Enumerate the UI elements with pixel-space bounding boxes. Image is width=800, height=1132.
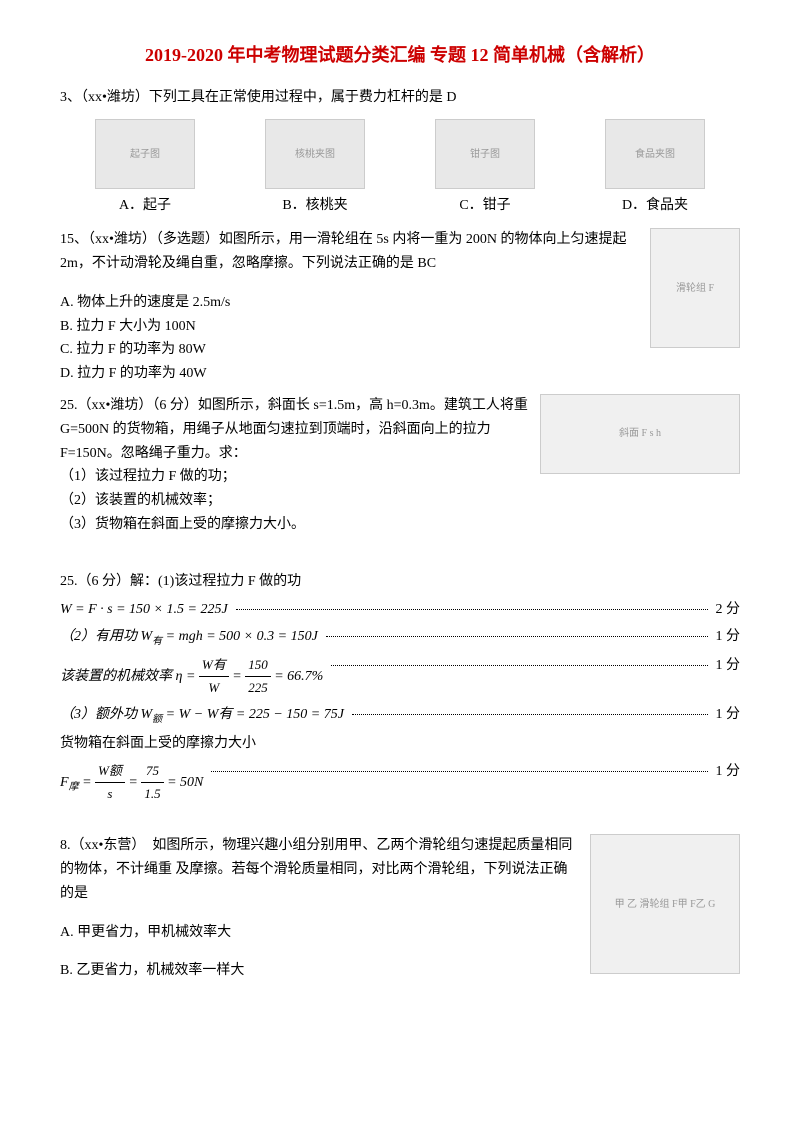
question-25: 斜面 F s h 25.（xx•潍坊）（6 分）如图所示，斜面长 s=1.5m，… <box>60 394 740 537</box>
a25-score5: 1 分 <box>716 760 741 805</box>
q3-images: 起子图 A．起子 核桃夹图 B．核桃夹 钳子图 C．钳子 食品夹图 D．食品夹 <box>60 119 740 218</box>
a25-header: 25.（6 分）解：(1)该过程拉力 F 做的功 <box>60 570 740 594</box>
q3-label-c: C．钳子 <box>435 194 535 218</box>
dots-icon <box>236 598 708 610</box>
pliers-image: 钳子图 <box>435 119 535 189</box>
q15-option-d: D. 拉力 F 的功率为 40W <box>60 362 740 386</box>
a25-score1: 2 分 <box>716 598 741 622</box>
q3-option-a: 起子图 A．起子 <box>95 119 195 218</box>
pulley-diagram: 滑轮组 F <box>650 228 740 348</box>
q15-option-a: A. 物体上升的速度是 2.5m/s <box>60 291 740 315</box>
a25-line1: W = F · s = 150 × 1.5 = 225J 2 分 <box>60 598 740 622</box>
q15-option-b: B. 拉力 F 大小为 100N <box>60 315 740 339</box>
q25-sub3: （3）货物箱在斜面上受的摩擦力大小。 <box>60 513 740 537</box>
a25-score4: 1 分 <box>716 703 741 728</box>
q3-option-d: 食品夹图 D．食品夹 <box>605 119 705 218</box>
question-15: 滑轮组 F 15、（xx•潍坊）（多选题）如图所示，用一滑轮组在 5s 内将一重… <box>60 228 740 386</box>
a25-formula1: W = F · s = 150 × 1.5 = 225J <box>60 598 228 622</box>
a25-formula3: 该装置的机械效率 η = W有W = 150225 = 66.7% <box>60 654 323 699</box>
a25-formula2: （2）有用功 W有 = mgh = 500 × 0.3 = 150J <box>60 625 318 650</box>
dots-icon <box>211 760 707 772</box>
q3-header: 3、（xx•潍坊）下列工具在正常使用过程中，属于费力杠杆的是 D <box>60 90 457 105</box>
question-8: 甲 乙 滑轮组 F甲 F乙 G 8.（xx•东营） 如图所示，物理兴趣小组分别用… <box>60 834 740 983</box>
a25-formula4: （3）额外功 W额 = W − W有 = 225 − 150 = 75J <box>60 703 344 728</box>
dots-icon <box>331 654 707 666</box>
q3-label-d: D．食品夹 <box>605 194 705 218</box>
bottle-opener-image: 起子图 <box>95 119 195 189</box>
a25-score2: 1 分 <box>716 625 741 650</box>
q3-label-a: A．起子 <box>95 194 195 218</box>
question-3: 3、（xx•潍坊）下列工具在正常使用过程中，属于费力杠杆的是 D <box>60 86 740 110</box>
page-title: 2019-2020 年中考物理试题分类汇编 专题 12 简单机械（含解析） <box>60 40 740 71</box>
dual-pulley-diagram: 甲 乙 滑轮组 F甲 F乙 G <box>590 834 740 974</box>
a25-line4: （3）额外功 W额 = W − W有 = 225 − 150 = 75J 1 分 <box>60 703 740 728</box>
food-tongs-image: 食品夹图 <box>605 119 705 189</box>
incline-diagram: 斜面 F s h <box>540 394 740 474</box>
nutcracker-image: 核桃夹图 <box>265 119 365 189</box>
dots-icon <box>352 703 708 715</box>
a25-line5: 货物箱在斜面上受的摩擦力大小 <box>60 732 740 756</box>
q3-option-c: 钳子图 C．钳子 <box>435 119 535 218</box>
q25-sub2: （2）该装置的机械效率； <box>60 489 740 513</box>
answer-25: 25.（6 分）解：(1)该过程拉力 F 做的功 W = F · s = 150… <box>60 570 740 805</box>
a25-formula6: F摩 = W额s = 751.5 = 50N <box>60 760 203 805</box>
a25-line2: （2）有用功 W有 = mgh = 500 × 0.3 = 150J 1 分 <box>60 625 740 650</box>
q15-option-c: C. 拉力 F 的功率为 80W <box>60 338 740 362</box>
a25-score3: 1 分 <box>716 654 741 699</box>
dots-icon <box>326 625 708 637</box>
q3-option-b: 核桃夹图 B．核桃夹 <box>265 119 365 218</box>
a25-line6: F摩 = W额s = 751.5 = 50N 1 分 <box>60 760 740 805</box>
a25-line3: 该装置的机械效率 η = W有W = 150225 = 66.7% 1 分 <box>60 654 740 699</box>
q15-header: 15、（xx•潍坊）（多选题）如图所示，用一滑轮组在 5s 内将一重为 200N… <box>60 228 740 276</box>
q3-label-b: B．核桃夹 <box>265 194 365 218</box>
